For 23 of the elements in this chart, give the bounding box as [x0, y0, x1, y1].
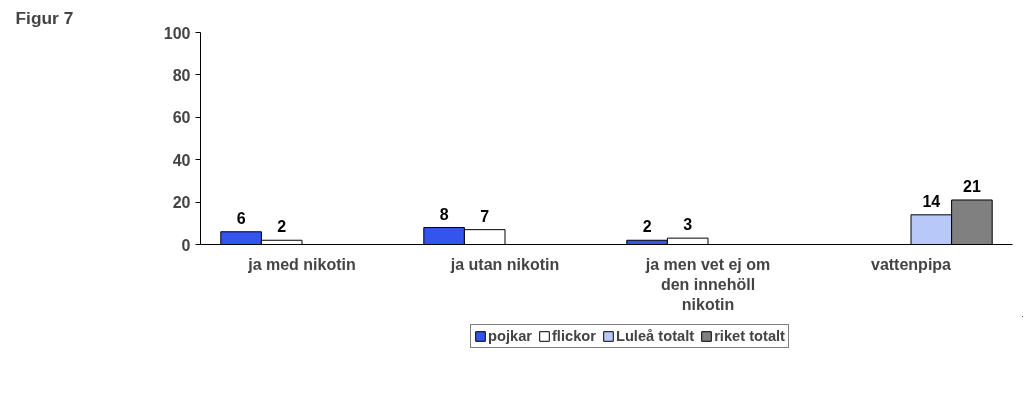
- legend-label: Luleå totalt: [615, 328, 695, 344]
- x-tick-label: ja med nikotin: [247, 255, 356, 273]
- text: Figur 7: [15, 7, 74, 28]
- data-label: 6: [236, 209, 246, 227]
- legend-label: flickor: [551, 328, 596, 344]
- y-tick-label: 20: [172, 194, 191, 212]
- legend-label: pojkar: [488, 328, 532, 344]
- x-tick-label: ja utan nikotin: [449, 255, 560, 273]
- data-label: 2: [642, 218, 652, 236]
- data-label: 14: [922, 192, 941, 210]
- y-tick-label: 60: [172, 109, 191, 127]
- data-label: 2: [277, 218, 287, 236]
- y-tick-label: 80: [172, 66, 191, 84]
- x-tick-label: ja men vet ej om den innehöll nikotin: [644, 255, 771, 314]
- y-tick-label: 100: [163, 24, 191, 42]
- data-label: 3: [683, 216, 693, 234]
- data-label: 7: [480, 207, 490, 225]
- x-tick-label: vattenpipa: [870, 255, 952, 273]
- legend-label: riket totalt: [714, 328, 785, 344]
- data-label: 21: [963, 177, 981, 195]
- data-label: 8: [439, 205, 449, 223]
- y-tick-label: 0: [181, 236, 191, 254]
- y-tick-label: 40: [172, 151, 191, 169]
